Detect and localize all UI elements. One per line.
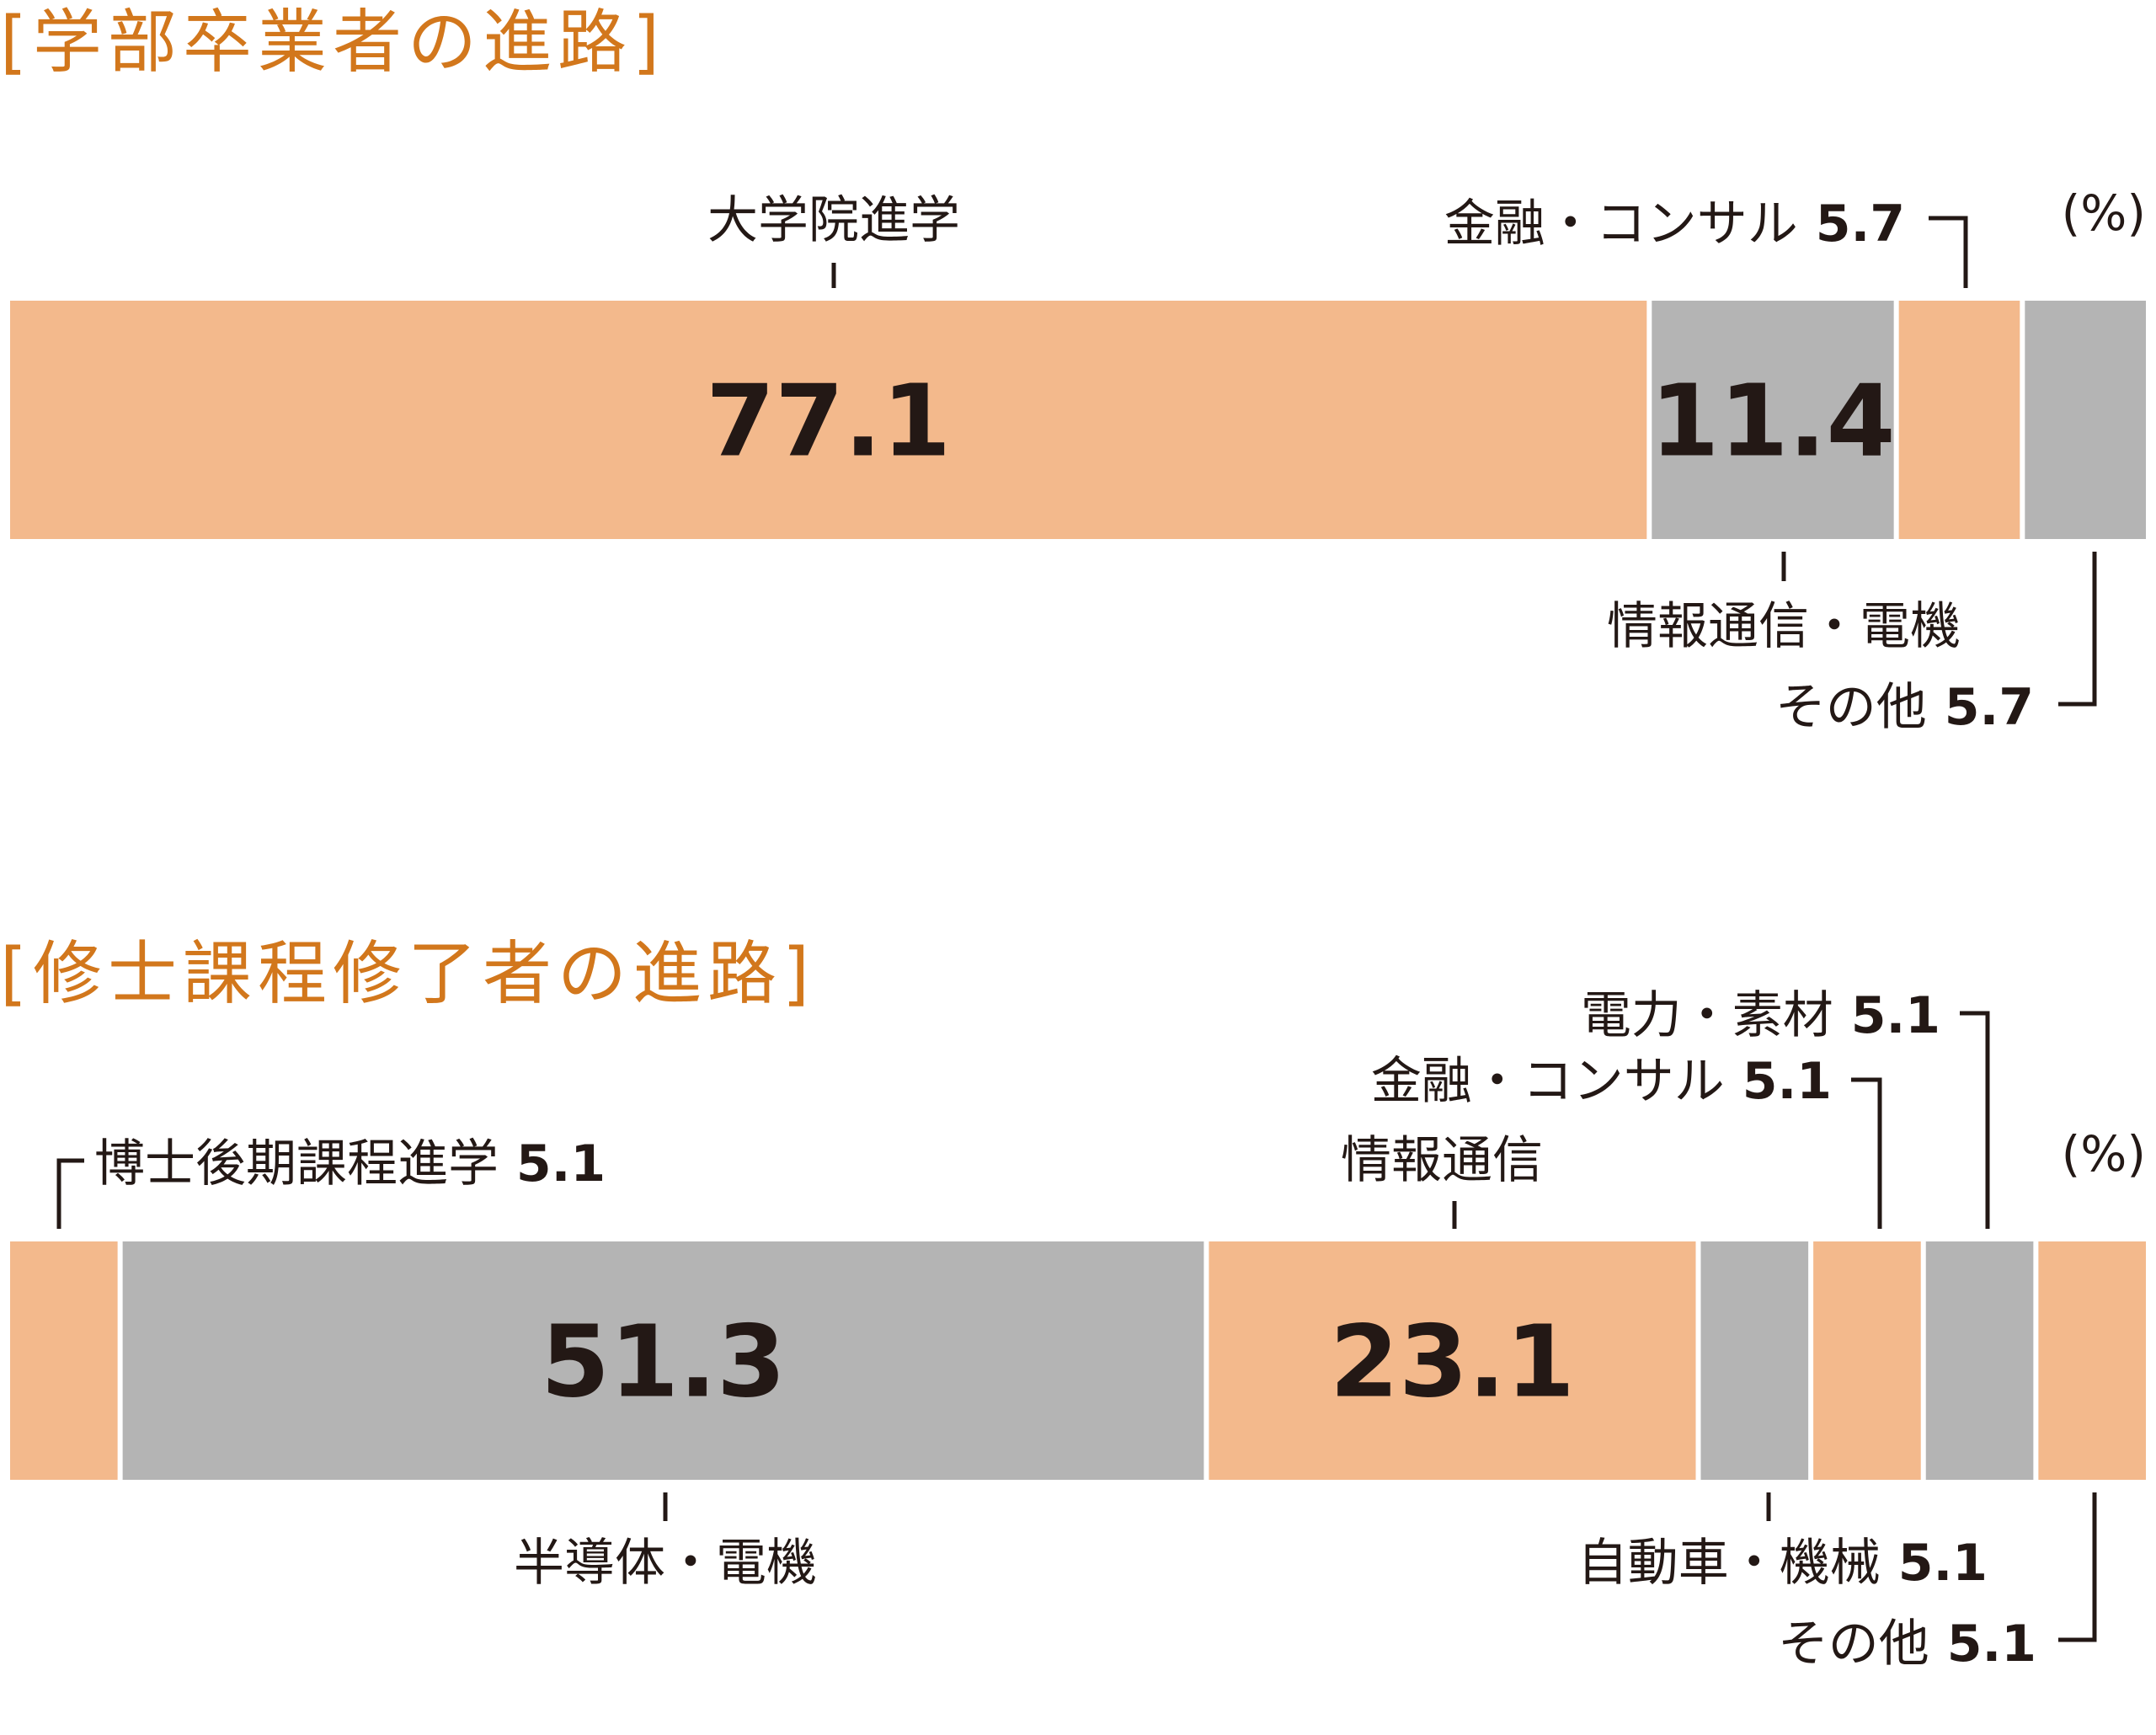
bar-segment-1-3 <box>1898 301 2020 539</box>
category-value: 5.7 <box>1927 678 2034 737</box>
category-name: 電力・素材 <box>1581 986 1833 1045</box>
segment-category-label: 金融・コンサル 5.7 <box>1444 195 1905 254</box>
category-value: 5.1 <box>1881 1534 1988 1593</box>
bar-segment-2-3 <box>1209 1241 1696 1480</box>
leader-line <box>1851 1077 1882 1229</box>
category-name: 博士後期課程進学 <box>94 1134 499 1193</box>
category-value: 5.1 <box>1833 986 1940 1045</box>
segment-value-label: 23.1 <box>1330 1304 1575 1420</box>
unit-label: (%) <box>2062 1125 2146 1182</box>
chart-1-title: [学部卒業者の進路] <box>0 3 665 83</box>
segment-category-label: 電力・素材 5.1 <box>1581 986 1940 1045</box>
category-name: 情報通信 <box>1341 1131 1543 1190</box>
bar-segment-2-4 <box>1700 1241 1809 1480</box>
segment-category-label: その他 5.7 <box>1775 678 2034 737</box>
chart-2-title: [修士課程修了者の進路] <box>0 934 815 1014</box>
segment-category-label: 博士後期課程進学 5.1 <box>94 1134 606 1193</box>
bar-segment-2-7 <box>2038 1241 2146 1480</box>
category-name: 半導体・電機 <box>514 1534 817 1593</box>
leader-line <box>2058 552 2097 707</box>
segment-category-label: 情報通信 <box>1341 1131 1543 1190</box>
category-name: 金融・コンサル <box>1444 195 1798 254</box>
segment-category-label: 大学院進学 <box>707 191 960 250</box>
segment-value-label: 77.1 <box>706 363 951 479</box>
bar-segment-2-5 <box>1813 1241 1921 1480</box>
leader-line <box>2058 1492 2097 1642</box>
category-name: その他 <box>1775 678 1927 737</box>
leader-line <box>1960 1011 1990 1229</box>
segment-value-label: 11.4 <box>1650 363 1895 479</box>
category-value: 5.1 <box>1929 1615 2036 1674</box>
category-value: 5.1 <box>499 1134 606 1193</box>
bar-segment-2-1 <box>10 1241 118 1480</box>
category-name: 金融・コンサル <box>1371 1052 1725 1111</box>
unit-label: (%) <box>2062 184 2146 242</box>
segment-category-label: 金融・コンサル 5.1 <box>1371 1052 1832 1111</box>
leader-line <box>56 1158 84 1229</box>
segment-category-label: その他 5.1 <box>1778 1615 2036 1674</box>
bar-segment-1-2 <box>1652 301 1894 539</box>
segment-category-label: 半導体・電機 <box>514 1534 817 1593</box>
bar-segment-2-6 <box>1925 1241 2034 1480</box>
category-value: 5.1 <box>1725 1052 1832 1111</box>
segment-category-label: 情報通信・電機 <box>1607 597 1961 656</box>
leader-line <box>1929 216 1968 288</box>
category-name: 大学院進学 <box>707 191 960 250</box>
segment-category-label: 自動車・機械 5.1 <box>1577 1534 1988 1593</box>
segment-value-label: 51.3 <box>541 1304 786 1420</box>
bar-segment-1-4 <box>2025 301 2146 539</box>
category-name: 情報通信・電機 <box>1607 597 1961 656</box>
category-name: その他 <box>1778 1615 1929 1674</box>
bar-segment-2-2 <box>122 1241 1204 1480</box>
category-value: 5.7 <box>1798 195 1905 254</box>
category-name: 自動車・機械 <box>1577 1534 1881 1593</box>
bar-segment-1-1 <box>10 301 1647 539</box>
